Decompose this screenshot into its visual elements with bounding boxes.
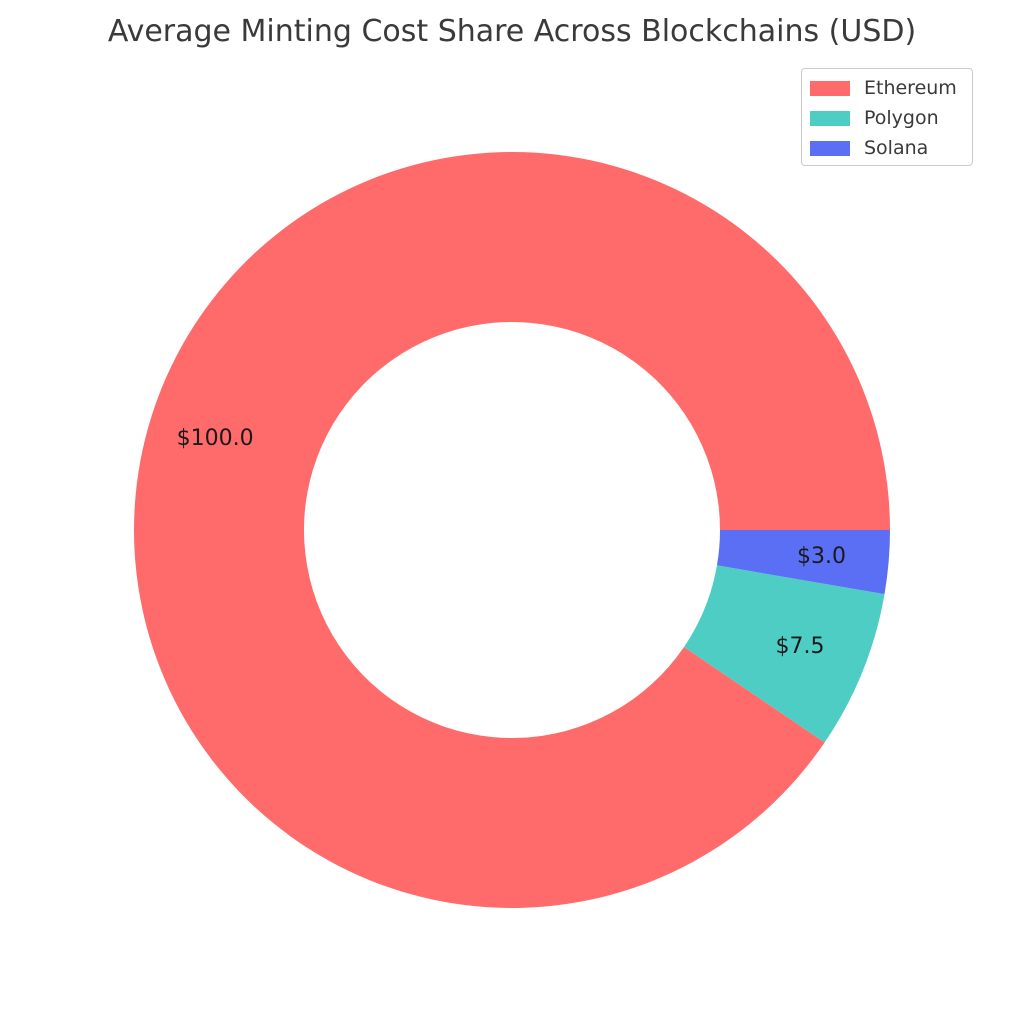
legend-swatch-polygon	[810, 110, 850, 126]
slice-polygon	[684, 565, 885, 743]
legend-label-ethereum: Ethereum	[864, 77, 957, 99]
legend-entry-solana: Solana	[802, 133, 972, 163]
slices-group	[133, 152, 890, 909]
legend-swatch-ethereum	[810, 80, 850, 96]
legend: Ethereum Polygon Solana	[801, 68, 973, 166]
legend-label-solana: Solana	[864, 137, 929, 159]
slice-label-polygon: $7.5	[775, 634, 824, 659]
legend-entry-polygon: Polygon	[802, 103, 972, 133]
slice-label-ethereum: $100.0	[177, 426, 254, 451]
legend-swatch-solana	[810, 140, 850, 156]
slice-solana	[716, 530, 890, 595]
slice-label-solana: $3.0	[797, 544, 846, 569]
legend-label-polygon: Polygon	[864, 107, 939, 129]
labels-group: $100.0 $7.5 $3.0	[177, 426, 846, 659]
legend-entry-ethereum: Ethereum	[802, 73, 972, 103]
slice-ethereum	[133, 152, 890, 909]
chart-title: Average Minting Cost Share Across Blockc…	[107, 14, 917, 49]
